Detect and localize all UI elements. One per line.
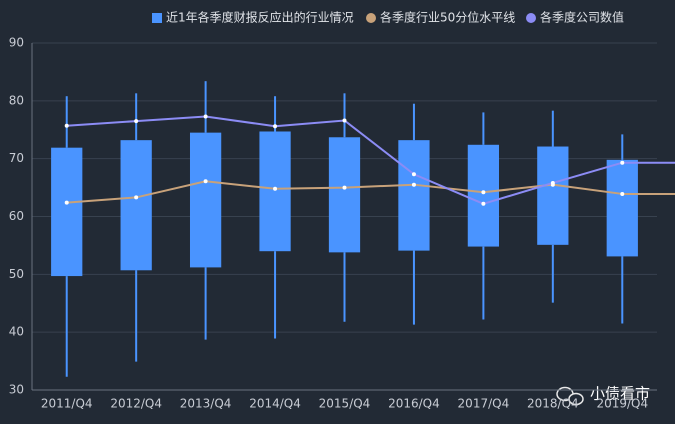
x-tick-label: 2019/Q4 (596, 397, 648, 411)
x-tick-label: 2015/Q4 (319, 397, 371, 411)
y-tick-label: 40 (9, 325, 24, 339)
box (189, 132, 222, 268)
box (120, 140, 152, 271)
y-tick-label: 30 (9, 383, 24, 397)
box (537, 146, 569, 245)
legend-swatch (526, 13, 536, 23)
x-tick-label: 2011/Q4 (41, 397, 93, 411)
point (411, 182, 416, 187)
point (342, 185, 347, 190)
point (620, 160, 625, 165)
x-tick-label: 2017/Q4 (458, 397, 510, 411)
box (51, 147, 83, 277)
y-tick-label: 90 (9, 36, 24, 50)
y-tick-label: 60 (9, 209, 24, 223)
point (203, 179, 208, 184)
x-tick-label: 2014/Q4 (249, 397, 301, 411)
point (134, 119, 139, 124)
point (273, 186, 278, 191)
point (481, 190, 486, 195)
box (328, 137, 361, 253)
point (342, 118, 347, 123)
x-tick-label: 2018/Q4 (527, 397, 579, 411)
point (411, 172, 416, 177)
x-tick-label: 2016/Q4 (388, 397, 440, 411)
legend-swatch (152, 13, 162, 23)
legend-label: 近1年各季度财报反应出的行业情况 (166, 10, 354, 25)
point (273, 124, 278, 129)
watermark-icon (556, 386, 584, 406)
point (203, 114, 208, 119)
box (259, 131, 291, 252)
y-tick-label: 70 (9, 151, 24, 165)
point (481, 201, 486, 206)
legend-label: 各季度行业50分位水平线 (380, 10, 515, 25)
point (550, 180, 555, 185)
watermark: 小债看市 (590, 385, 650, 403)
x-tick-label: 2012/Q4 (110, 397, 162, 411)
y-tick-label: 80 (9, 93, 24, 107)
box (467, 144, 500, 247)
x-tick-label: 2013/Q4 (180, 397, 232, 411)
legend-swatch (366, 13, 376, 23)
point (620, 191, 625, 196)
y-tick-label: 50 (9, 267, 24, 281)
point (64, 123, 69, 128)
box (398, 140, 430, 251)
legend-label: 各季度公司数值 (540, 10, 624, 25)
point (134, 195, 139, 200)
point (64, 200, 69, 205)
box (606, 159, 638, 257)
